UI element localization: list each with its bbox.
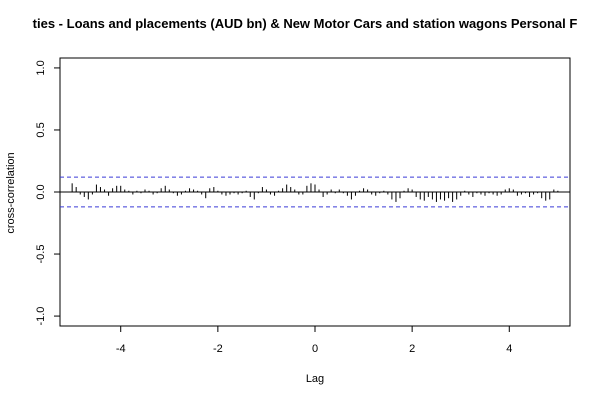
x-tick-label: 4 (506, 343, 512, 355)
x-axis-label: Lag (306, 373, 324, 385)
y-axis-label: cross-correlation (5, 152, 17, 233)
x-tick-label: -2 (213, 343, 223, 355)
confidence-bounds (60, 176, 570, 208)
correlation-bars (71, 183, 559, 202)
y-tick-label: 1.0 (35, 60, 47, 75)
x-tick-label: 2 (409, 343, 415, 355)
y-tick-label: -0.5 (35, 245, 47, 264)
y-tick-label: 0.5 (35, 122, 47, 137)
chart-title: ties - Loans and placements (AUD bn) & N… (33, 16, 578, 31)
x-tick-label: -4 (116, 343, 126, 355)
y-tick-label: -1.0 (35, 307, 47, 326)
x-axis: -4 -2 0 2 4 (116, 326, 512, 355)
x-tick-label: 0 (312, 343, 318, 355)
y-axis: -1.0 -0.5 0.0 0.5 1.0 (35, 60, 60, 326)
y-tick-label: 0.0 (35, 184, 47, 199)
